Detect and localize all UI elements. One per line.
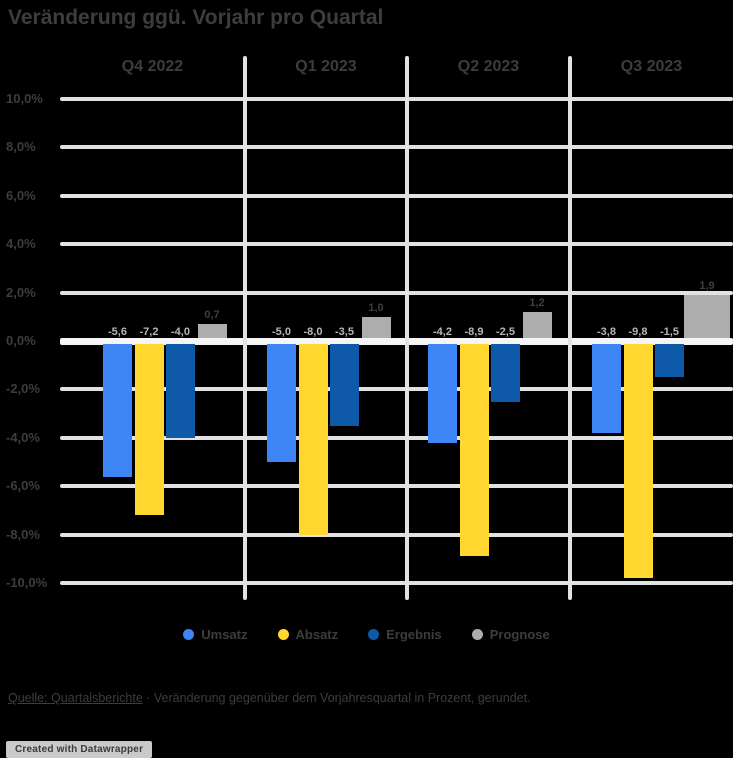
gridline bbox=[60, 532, 733, 537]
bar-value-label: 1,9 bbox=[699, 280, 715, 293]
legend: Umsatz Absatz Ergebnis Prognose bbox=[0, 627, 733, 642]
y-axis-tick-label: -10,0% bbox=[6, 575, 48, 590]
column-header: Q2 2023 bbox=[457, 58, 520, 75]
bar-ergebnis-q4-2022[interactable] bbox=[166, 344, 195, 438]
gridline bbox=[60, 97, 733, 101]
bar-value-label: -9,8 bbox=[628, 326, 648, 338]
gridline bbox=[60, 435, 733, 440]
legend-label: Prognose bbox=[489, 627, 550, 642]
y-axis-tick-label: -2,0% bbox=[6, 381, 40, 397]
gridline bbox=[60, 145, 733, 150]
gridline bbox=[60, 484, 733, 489]
legend-item-absatz[interactable]: Absatz bbox=[277, 627, 339, 642]
bar-absatz-q4-2022[interactable] bbox=[134, 344, 164, 516]
legend-swatch-icon bbox=[277, 629, 289, 640]
bar-ergebnis-q3-2023[interactable] bbox=[655, 344, 684, 378]
bar-value-label: -4,2 bbox=[433, 326, 452, 338]
column-header: Q4 2022 bbox=[121, 58, 184, 75]
y-axis-tick-label: -8,0% bbox=[6, 526, 40, 542]
bar-value-label: -8,9 bbox=[464, 326, 484, 338]
bar-prognose-q1-2023[interactable] bbox=[361, 316, 391, 338]
legend-swatch-icon bbox=[368, 629, 380, 640]
legend-item-ergebnis[interactable]: Ergebnis bbox=[368, 627, 442, 642]
bar-value-label: -5,0 bbox=[272, 326, 291, 338]
gridline bbox=[60, 290, 733, 295]
group-separator bbox=[243, 56, 247, 600]
bar-umsatz-q2-2023[interactable] bbox=[428, 344, 457, 443]
source-link[interactable]: Quelle: Quartalsberichte bbox=[8, 691, 143, 705]
bar-value-label: -4,0 bbox=[171, 326, 190, 338]
bar-ergebnis-q1-2023[interactable] bbox=[330, 344, 359, 426]
zero-gridline bbox=[60, 337, 733, 345]
legend-swatch-icon bbox=[471, 629, 483, 640]
bar-value-label: -3,8 bbox=[597, 326, 616, 338]
y-axis-tick-label: 8,0% bbox=[6, 139, 36, 155]
legend-swatch-icon bbox=[183, 629, 195, 640]
bar-value-label: -3,5 bbox=[335, 326, 354, 338]
gridline bbox=[60, 581, 733, 585]
bar-value-label: -5,6 bbox=[108, 326, 127, 338]
bar-absatz-q2-2023[interactable] bbox=[459, 344, 489, 557]
bar-value-label: 1,0 bbox=[368, 301, 384, 314]
bar-value-label: 1,2 bbox=[529, 296, 545, 309]
legend-label: Absatz bbox=[295, 627, 339, 642]
bar-value-label: -7,2 bbox=[139, 326, 159, 338]
bar-umsatz-q3-2023[interactable] bbox=[592, 344, 621, 433]
group-separator bbox=[405, 56, 409, 600]
bar-umsatz-q4-2022[interactable] bbox=[103, 344, 132, 477]
column-header: Q3 2023 bbox=[620, 58, 683, 75]
gridline bbox=[60, 242, 733, 247]
source-note-text: · Veränderung gegenüber dem Vorjahresqua… bbox=[142, 691, 531, 705]
bar-umsatz-q1-2023[interactable] bbox=[267, 344, 296, 462]
y-axis-tick-label: 0,0% bbox=[6, 333, 36, 348]
bar-prognose-q2-2023[interactable] bbox=[522, 311, 552, 338]
y-axis-tick-label: 10,0% bbox=[6, 91, 43, 106]
column-header: Q1 2023 bbox=[295, 58, 357, 75]
legend-label: Umsatz bbox=[201, 627, 248, 642]
chart-title: Veränderung ggü. Vorjahr pro Quartal bbox=[8, 6, 384, 29]
bar-value-label: 0,7 bbox=[204, 309, 220, 322]
bar-value-label: -8,0 bbox=[303, 326, 323, 338]
y-axis-tick-label: 6,0% bbox=[6, 187, 36, 203]
y-axis-tick-label: 4,0% bbox=[6, 236, 36, 252]
bar-ergebnis-q2-2023[interactable] bbox=[491, 344, 520, 402]
y-axis-tick-label: -4,0% bbox=[6, 429, 40, 445]
gridline bbox=[60, 193, 733, 198]
gridline bbox=[60, 387, 733, 392]
legend-label: Ergebnis bbox=[386, 627, 442, 642]
y-axis-tick-label: 2,0% bbox=[6, 284, 36, 300]
bar-absatz-q3-2023[interactable] bbox=[623, 344, 653, 579]
group-separator bbox=[568, 56, 572, 600]
legend-item-umsatz[interactable]: Umsatz bbox=[183, 627, 248, 642]
source-note: Quelle: Quartalsberichte · Veränderung g… bbox=[8, 690, 718, 707]
legend-item-prognose[interactable]: Prognose bbox=[471, 627, 550, 642]
y-axis-tick-label: -6,0% bbox=[6, 478, 40, 494]
bar-value-label: -1,5 bbox=[660, 326, 679, 338]
bar-prognose-q4-2022[interactable] bbox=[197, 324, 227, 338]
bar-prognose-q3-2023[interactable] bbox=[684, 295, 730, 338]
datawrapper-badge[interactable]: Created with Datawrapper bbox=[6, 741, 153, 758]
bar-value-label: -2,5 bbox=[496, 326, 515, 338]
bar-absatz-q1-2023[interactable] bbox=[298, 344, 328, 535]
